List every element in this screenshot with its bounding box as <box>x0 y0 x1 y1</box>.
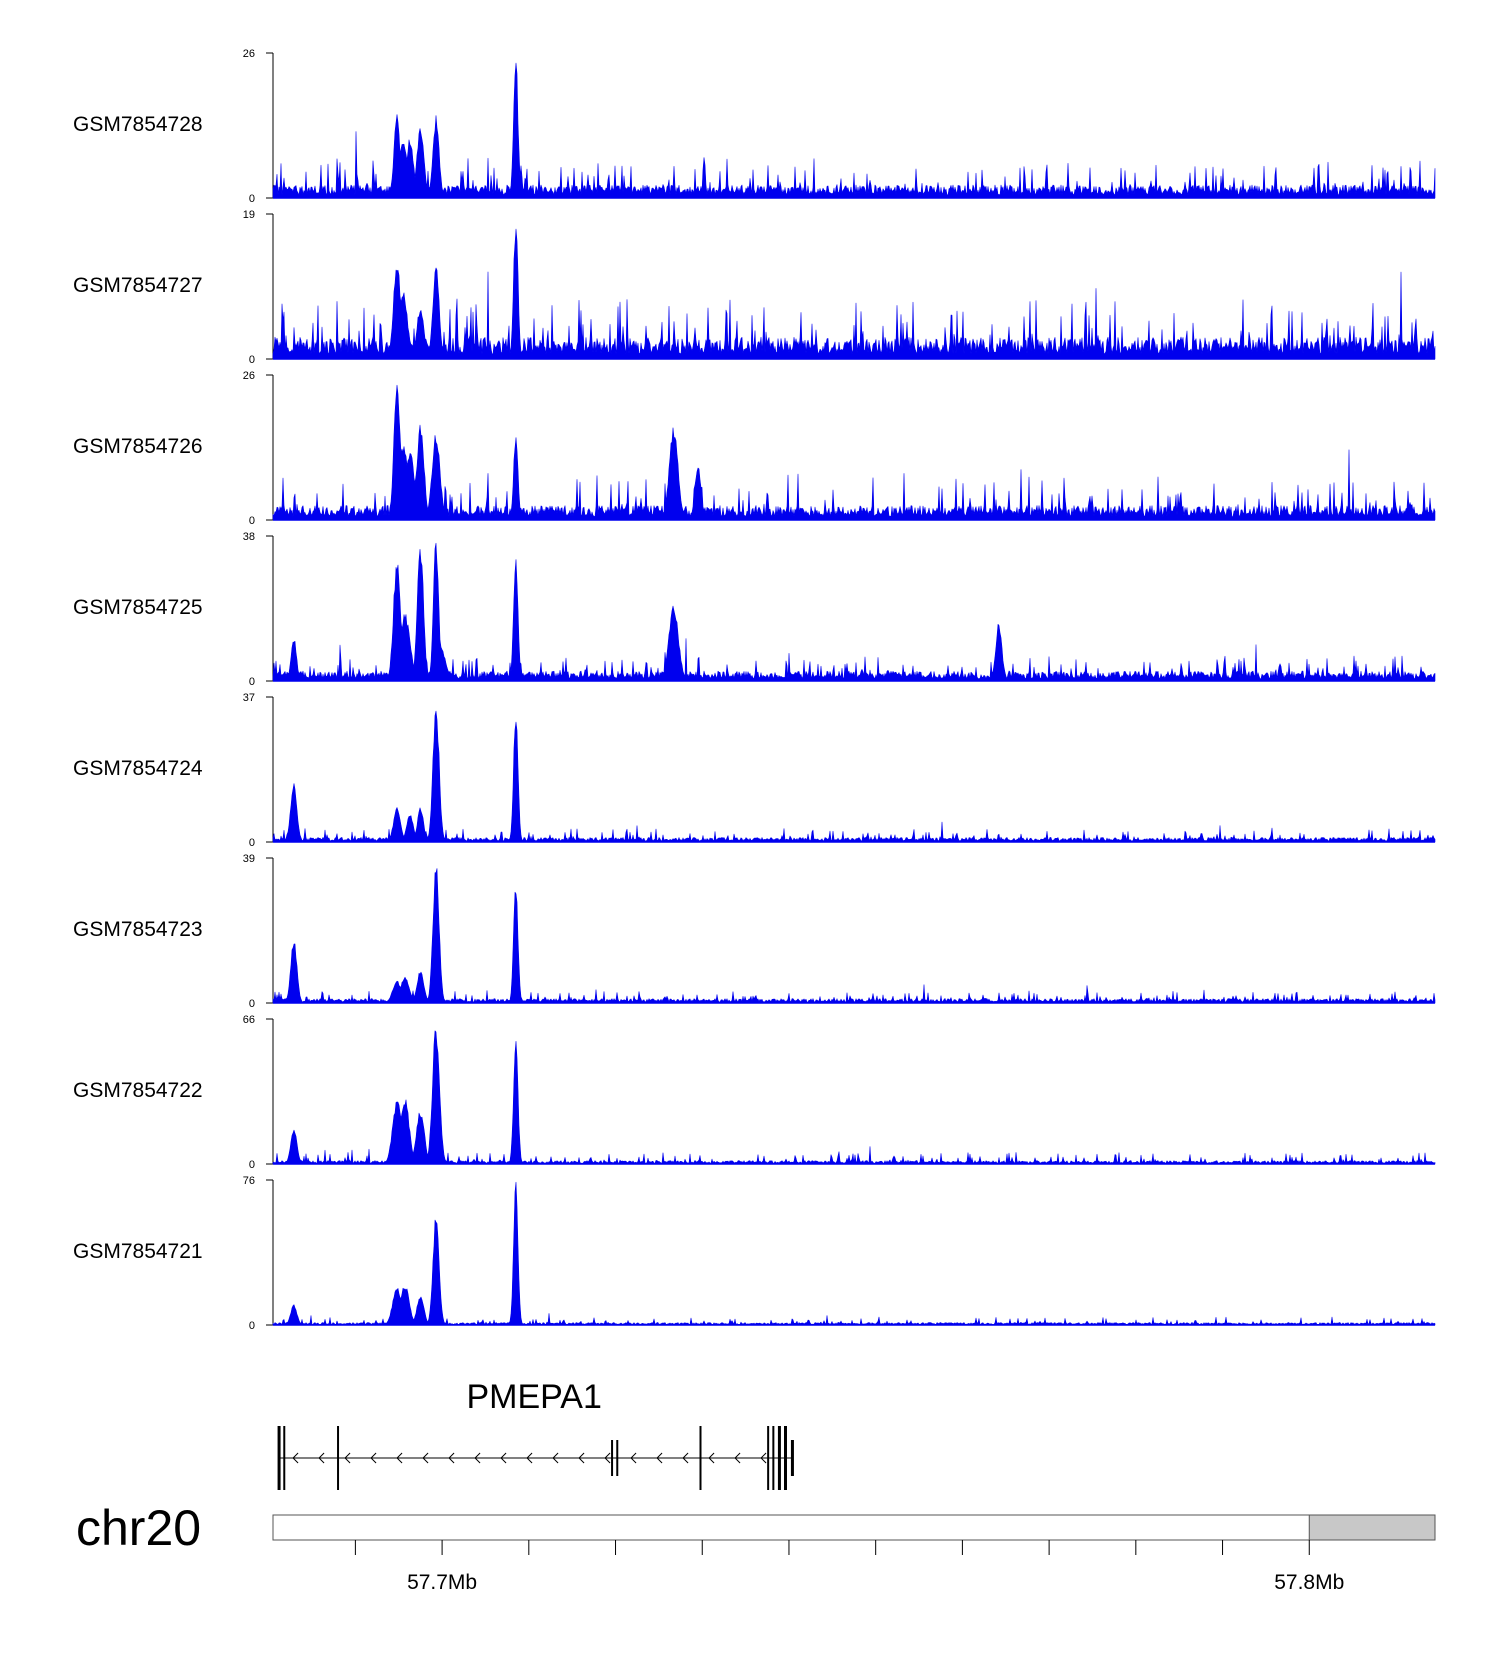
coverage-area <box>272 1030 1436 1165</box>
coverage-tracks: GSM7854728260GSM7854727190GSM7854726260G… <box>73 48 1436 1332</box>
strand-arrow <box>396 1452 403 1464</box>
strand-arrow <box>526 1452 533 1464</box>
strand-arrow <box>578 1452 585 1464</box>
strand-arrow <box>422 1452 429 1464</box>
track-GSM7854728: GSM7854728 26 0 <box>73 48 1436 205</box>
ideogram-shaded-band <box>1308 1514 1436 1541</box>
y-tick-label-max: 26 <box>243 370 255 382</box>
y-tick-label-max: 19 <box>243 209 255 221</box>
strand-arrow <box>500 1452 507 1464</box>
strand-arrow <box>630 1452 637 1464</box>
y-tick-label-zero: 0 <box>249 676 255 688</box>
strand-arrow <box>370 1452 377 1464</box>
track-label: GSM7854728 <box>73 113 203 136</box>
strand-arrow <box>318 1452 325 1464</box>
coverage-area <box>272 710 1436 843</box>
y-tick-label-max: 26 <box>243 48 255 60</box>
track-label: GSM7854727 <box>73 274 203 297</box>
y-tick-label-max: 39 <box>243 853 255 865</box>
coverage-area <box>272 384 1436 521</box>
y-tick-label-zero: 0 <box>249 837 255 849</box>
strand-arrow <box>682 1452 689 1464</box>
strand-arrow <box>760 1452 767 1464</box>
y-tick-label-max: 37 <box>243 692 255 704</box>
strand-arrow <box>656 1452 663 1464</box>
coverage-area <box>272 868 1436 1004</box>
track-label: GSM7854721 <box>73 1240 203 1263</box>
y-tick-label-zero: 0 <box>249 193 255 205</box>
strand-arrow <box>734 1452 741 1464</box>
track-label: GSM7854724 <box>73 757 203 780</box>
track-GSM7854723: GSM7854723 39 0 <box>73 853 1436 1010</box>
y-tick-label-max: 38 <box>243 531 255 543</box>
track-GSM7854726: GSM7854726 26 0 <box>73 370 1436 527</box>
y-tick-label-zero: 0 <box>249 354 255 366</box>
y-tick-label-zero: 0 <box>249 998 255 1010</box>
strand-arrow <box>552 1452 559 1464</box>
ideogram-band <box>272 1514 1436 1541</box>
coverage-area <box>272 62 1436 199</box>
x-tick-label: 57.7Mb <box>407 1571 477 1594</box>
strand-arrow <box>292 1452 299 1464</box>
y-tick-label-zero: 0 <box>249 515 255 527</box>
coverage-area <box>272 1181 1436 1326</box>
coverage-area <box>272 542 1436 682</box>
track-GSM7854722: GSM7854722 66 0 <box>73 1014 1436 1171</box>
x-tick-label: 57.8Mb <box>1274 1571 1344 1594</box>
track-label: GSM7854726 <box>73 435 203 458</box>
y-tick-label-max: 76 <box>243 1175 255 1187</box>
coverage-area <box>272 228 1436 360</box>
track-GSM7854725: GSM7854725 38 0 <box>73 531 1436 688</box>
track-GSM7854727: GSM7854727 19 0 <box>73 209 1436 366</box>
strand-arrow <box>344 1452 351 1464</box>
strand-arrow <box>604 1452 611 1464</box>
track-GSM7854721: GSM7854721 76 0 <box>73 1175 1436 1332</box>
track-GSM7854724: GSM7854724 37 0 <box>73 692 1436 849</box>
y-tick-label-max: 66 <box>243 1014 255 1026</box>
gene-track: PMEPA1 <box>277 1378 794 1490</box>
track-label: GSM7854725 <box>73 596 203 619</box>
chromosome-ideogram: chr20 57.7Mb 57.8Mb <box>76 1500 1436 1594</box>
track-label: GSM7854722 <box>73 1079 203 1102</box>
track-label: GSM7854723 <box>73 918 203 941</box>
strand-arrow <box>474 1452 481 1464</box>
y-tick-label-zero: 0 <box>249 1159 255 1171</box>
strand-arrow <box>448 1452 455 1464</box>
gene-name: PMEPA1 <box>466 1378 601 1416</box>
y-tick-label-zero: 0 <box>249 1320 255 1332</box>
strand-arrow <box>708 1452 715 1464</box>
chromosome-label: chr20 <box>76 1500 201 1556</box>
